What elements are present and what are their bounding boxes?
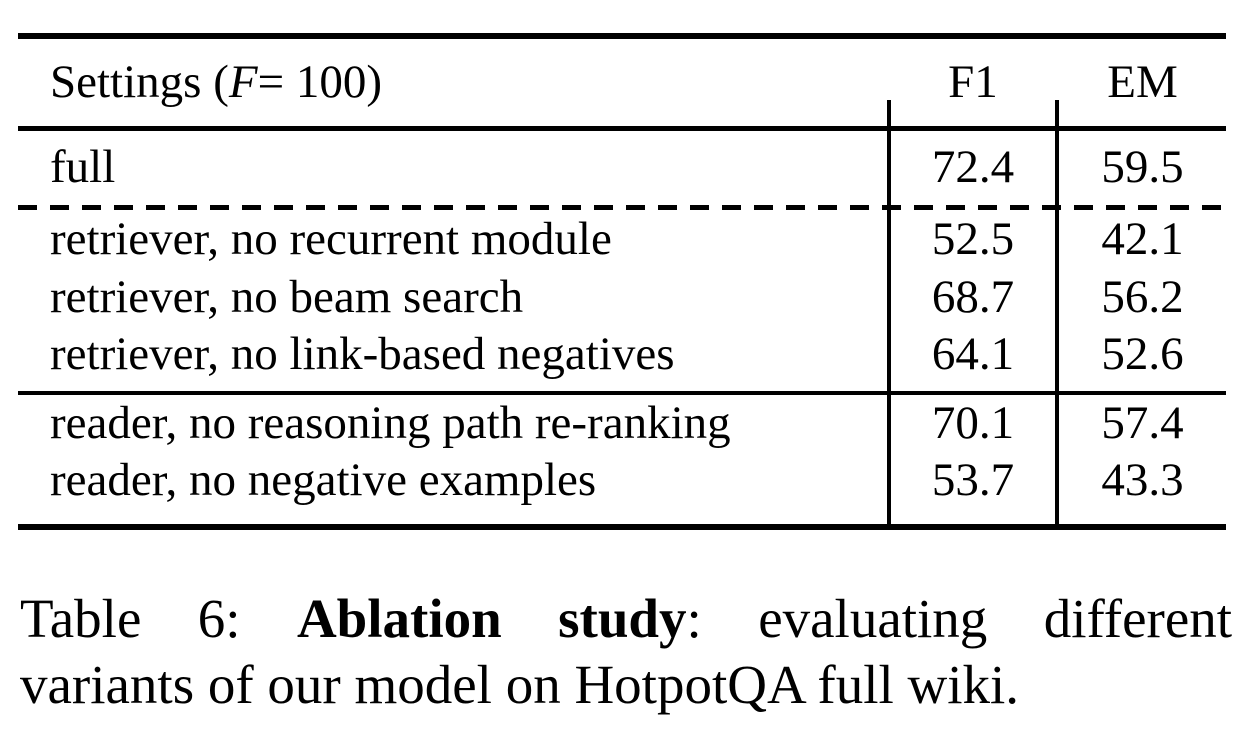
setting-cell: retriever, no beam search	[50, 271, 524, 323]
header-settings-variable: F	[228, 56, 258, 108]
group-separator-rule	[18, 391, 1226, 395]
setting-cell: retriever, no recurrent module	[50, 213, 612, 265]
header-f1: F1	[948, 56, 998, 108]
setting-cell: reader, no negative examples	[50, 454, 597, 506]
ablation-table: Settings (F = 100) F1 EM full 72.4 59.5 …	[18, 33, 1226, 530]
header-settings: Settings (F = 100)	[50, 39, 382, 126]
column-divider-f1	[887, 100, 891, 524]
caption-after-bold: :	[686, 588, 702, 649]
em-cell: 59.5	[1101, 141, 1184, 193]
f1-cell: 52.5	[931, 213, 1015, 265]
em-cell: 57.4	[1101, 397, 1184, 449]
table-caption: Table 6: Ablation study: evaluating diff…	[20, 586, 1232, 718]
table-top-rule	[18, 33, 1226, 39]
caption-line-2: variants of our model on HotpotQA full w…	[20, 654, 1020, 715]
f1-cell: 70.1	[931, 397, 1015, 449]
table-row: reader, no reasoning path re-ranking 70.…	[18, 395, 1226, 452]
em-cell: 43.3	[1101, 454, 1184, 506]
column-divider-em	[1055, 100, 1059, 524]
caption-line1-rest: evaluating different	[758, 588, 1233, 649]
header-separator-rule	[18, 126, 1226, 131]
header-em: EM	[1107, 56, 1178, 108]
table-row: retriever, no link-based negatives 64.1 …	[18, 326, 1226, 383]
table-row: retriever, no recurrent module 52.5 42.1	[18, 211, 1226, 268]
caption-label: Table 6:	[20, 588, 241, 649]
caption-line-1: Table 6: Ablation study: evaluating diff…	[20, 586, 1232, 652]
caption-bold-phrase: Ablation study	[296, 588, 687, 649]
table-row: retriever, no beam search 68.7 56.2	[18, 269, 1226, 326]
header-settings-suffix: = 100)	[257, 56, 383, 108]
table-row: full 72.4 59.5	[18, 139, 1226, 196]
dashed-separator-rule	[18, 205, 1226, 210]
f1-cell: 68.7	[931, 271, 1015, 323]
em-cell: 42.1	[1101, 213, 1184, 265]
em-cell: 52.6	[1101, 328, 1184, 380]
f1-cell: 72.4	[931, 141, 1015, 193]
table-row: reader, no negative examples 53.7 43.3	[18, 452, 1226, 509]
header-settings-prefix: Settings (	[50, 56, 229, 108]
table-bottom-rule	[18, 524, 1226, 530]
setting-cell: reader, no reasoning path re-ranking	[50, 397, 731, 449]
setting-cell: full	[50, 141, 116, 193]
f1-cell: 53.7	[931, 454, 1015, 506]
em-cell: 56.2	[1101, 271, 1184, 323]
setting-cell: retriever, no link-based negatives	[50, 328, 675, 380]
f1-cell: 64.1	[931, 328, 1015, 380]
table-header-row: Settings (F = 100) F1 EM	[18, 39, 1226, 126]
